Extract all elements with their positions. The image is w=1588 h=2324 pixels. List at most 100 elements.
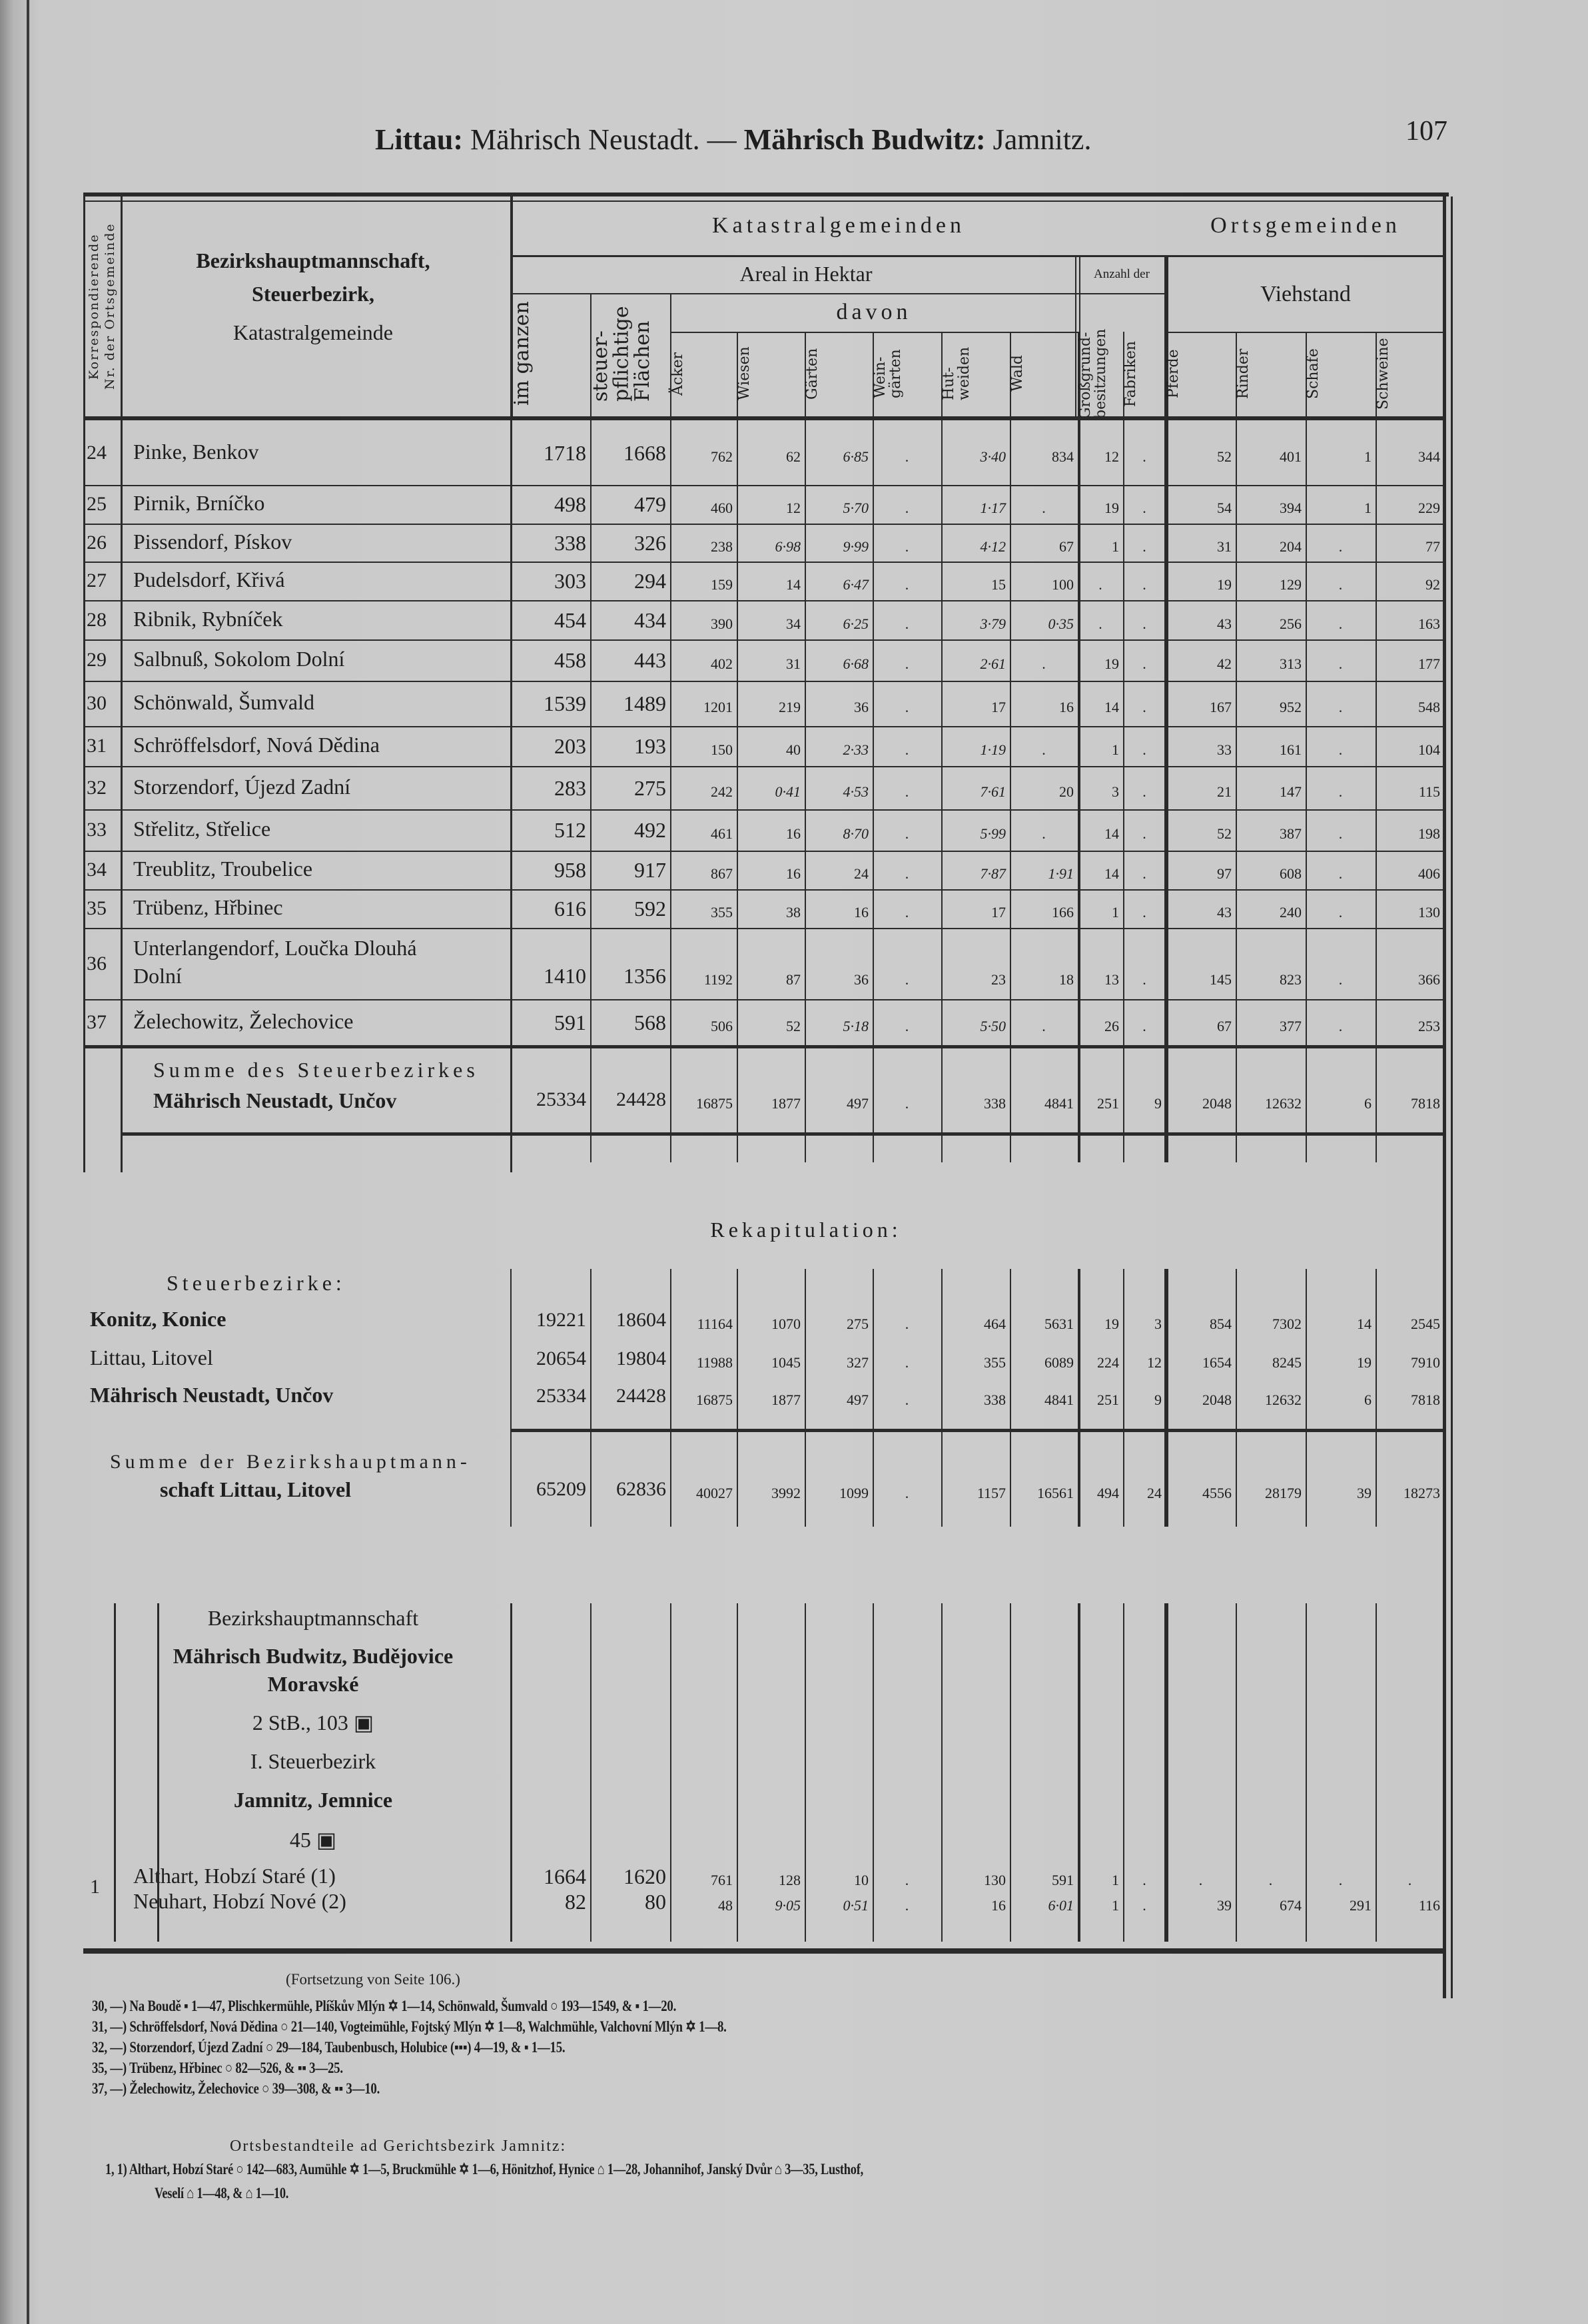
row-number: 27	[87, 570, 107, 591]
row-cell: .	[1338, 538, 1343, 555]
row-cell: 92	[1425, 576, 1440, 593]
rule-line	[1079, 255, 1080, 416]
rule-line	[1123, 1269, 1124, 1527]
recap-cell: 1877	[771, 1391, 801, 1408]
rule-line	[157, 1603, 159, 1942]
row-cell: .	[1338, 615, 1343, 632]
recap-cell: 464	[984, 1316, 1006, 1332]
row-cell: .	[1142, 970, 1146, 988]
row-cell: .	[1142, 1017, 1146, 1034]
row-cell: 14	[1104, 825, 1119, 842]
rule-line	[512, 293, 1078, 294]
rule-line	[1078, 293, 1166, 294]
row-number: 26	[87, 531, 107, 554]
row-cell: 6·47	[843, 576, 869, 593]
row-cell: 161	[1280, 741, 1302, 758]
budwitz-heading: 2 StB., 103 ▣	[252, 1711, 374, 1735]
rule-line	[805, 1603, 806, 1942]
budwitz-cell: 1	[1112, 1872, 1119, 1888]
row-cell: .	[1098, 576, 1102, 593]
rule-line	[941, 1269, 943, 1527]
rule-line	[1078, 1603, 1079, 1942]
name-column-label: Bezirkshauptmannschaft,	[196, 248, 430, 272]
budwitz-heading: Mährisch Budwitz, Budějovice	[173, 1644, 454, 1668]
row-cell: 1·19	[980, 741, 1006, 758]
rule-line	[121, 416, 123, 1172]
row-cell: 17	[991, 699, 1006, 715]
row-number: 31	[87, 735, 107, 757]
rule-line	[805, 1269, 806, 1527]
recap-cell: 6	[1364, 1391, 1372, 1408]
footnote-line: 35, —) Trübenz, Hřbinec ○ 82—526, & ▪▪ 3…	[92, 2060, 343, 2076]
rule-line	[670, 416, 671, 1162]
recap-cell: 14	[1357, 1316, 1372, 1332]
row-cell: 1·17	[980, 500, 1006, 516]
row-cell: .	[905, 825, 909, 842]
row-cell: .	[1042, 741, 1046, 758]
row-cell: 5·70	[843, 500, 869, 516]
row-cell: 129	[1280, 576, 1302, 593]
budwitz-cell: .	[1142, 1872, 1146, 1888]
recap-name: Littau, Litovel	[90, 1346, 213, 1369]
sum-cell: 2048	[1202, 1095, 1232, 1112]
recap-cell: 338	[984, 1391, 1006, 1408]
row-cell: 52	[1217, 825, 1232, 842]
rule-line	[670, 332, 1078, 333]
row-cell: 130	[1418, 904, 1440, 921]
row-cell: .	[905, 970, 909, 988]
row-cell: 377	[1280, 1017, 1302, 1034]
row-cell: 16	[786, 825, 801, 842]
row-cell: 1	[1364, 448, 1372, 465]
row-name: Pinke, Benkov	[133, 439, 259, 464]
row-name: Treublitz, Troubelice	[133, 857, 313, 881]
budwitz-cell: 291	[1350, 1897, 1372, 1914]
row-cell: 198	[1418, 825, 1440, 842]
sum-cell: 1877	[771, 1095, 801, 1112]
heavy-rule	[121, 1132, 1445, 1136]
row-cell: 229	[1418, 500, 1440, 516]
sum-cell: 251	[1097, 1095, 1119, 1112]
row-cell: 0·35	[1048, 615, 1074, 632]
row-cell: 1410	[544, 963, 586, 988]
row-cell: .	[905, 1017, 909, 1034]
footnote-line: 31, —) Schröffelsdorf, Nová Dědina ○ 21—…	[92, 2018, 727, 2035]
recap-cell: 3	[1154, 1316, 1162, 1332]
recap-cell: 1045	[771, 1354, 801, 1371]
recap-cell: 16875	[696, 1391, 733, 1408]
budwitz-cell: 1620	[623, 1864, 666, 1888]
budwitz-cell: 80	[645, 1890, 666, 1914]
rule-line	[1306, 416, 1307, 1162]
row-cell: 43	[1217, 615, 1232, 632]
row-cell: 275	[634, 775, 666, 800]
rule-line	[805, 332, 806, 416]
recap-sum-cell: 39	[1357, 1485, 1372, 1501]
row-cell: .	[1338, 576, 1343, 593]
row-cell: 242	[711, 783, 733, 800]
recap-cell: 854	[1210, 1316, 1232, 1332]
recap-cell: 19	[1104, 1316, 1119, 1332]
column-header: Schafe	[1305, 348, 1322, 399]
row-cell: 867	[711, 865, 733, 882]
rule-line	[805, 416, 806, 1162]
table-right-rule	[1451, 196, 1453, 1998]
row-cell: 366	[1418, 970, 1440, 988]
row-cell: 16	[854, 904, 869, 921]
row-cell: 177	[1418, 655, 1440, 672]
title-part: Mährisch Neustadt. —	[463, 123, 744, 156]
sum-cell: 497	[847, 1095, 869, 1112]
row-cell: 12	[1104, 448, 1119, 465]
header-bottom-rule	[83, 416, 1445, 420]
row-cell: 492	[634, 818, 666, 842]
rule-line	[1010, 1269, 1011, 1527]
rule-line	[670, 1269, 671, 1527]
row-cell: 42	[1217, 655, 1232, 672]
recap-cell: 11164	[697, 1316, 733, 1332]
row-cell: .	[1338, 741, 1343, 758]
row-cell: .	[1042, 825, 1046, 842]
row-cell: .	[1338, 783, 1343, 800]
row-number: 36	[87, 952, 107, 974]
page-title: Littau: Mährisch Neustadt. — Mährisch Bu…	[375, 125, 1091, 155]
row-cell: .	[1142, 699, 1146, 715]
rule-line	[1376, 1269, 1377, 1527]
row-cell: 1489	[623, 691, 666, 715]
